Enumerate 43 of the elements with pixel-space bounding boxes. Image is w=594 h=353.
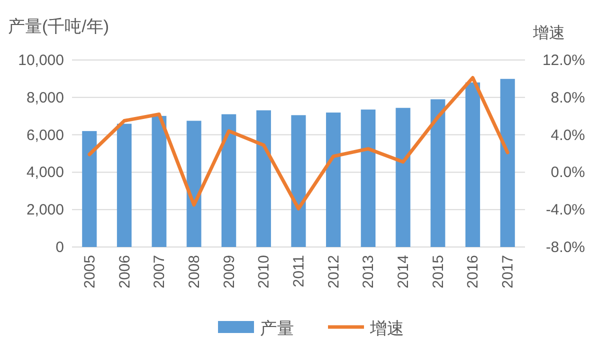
y-tick-label: 2,000 — [26, 202, 64, 219]
y2-tick-label: 8.0% — [550, 89, 585, 106]
bar — [430, 99, 446, 247]
bar — [396, 108, 410, 247]
bar — [465, 82, 480, 247]
y-tick-label: 4,000 — [26, 164, 64, 182]
x-tick-label: 2010 — [256, 255, 273, 288]
y-axis-title: 产量(千吨/年) — [8, 17, 110, 36]
x-tick-label: 2013 — [360, 255, 378, 288]
y-tick-label: 6,000 — [26, 126, 64, 144]
bar — [256, 110, 271, 247]
bar — [500, 78, 515, 247]
bar — [291, 115, 306, 247]
x-tick-label: 2007 — [151, 255, 168, 288]
bar — [82, 131, 97, 247]
y2-tick-label: -4.0% — [546, 202, 585, 219]
x-tick-label: 2006 — [116, 255, 134, 288]
y-tick-label: 0 — [56, 239, 64, 256]
bar — [326, 112, 341, 247]
x-tick-label: 2014 — [395, 255, 412, 288]
y2-axis-title: 增速 — [532, 24, 565, 42]
line-series — [88, 76, 510, 210]
bar — [186, 120, 202, 247]
y-tick-label: 8,000 — [26, 89, 64, 106]
x-tick-label: 2009 — [220, 255, 238, 288]
legend-label: 增速 — [369, 319, 404, 338]
x-tick-label: 2012 — [325, 255, 342, 288]
y2-tick-label: 0.0% — [550, 164, 585, 182]
x-tick-label: 2016 — [464, 255, 482, 288]
y2-tick-label: 12.0% — [542, 52, 585, 69]
x-tick-label: 2011 — [290, 255, 308, 288]
bar — [360, 110, 376, 247]
x-tick-label: 2015 — [430, 255, 447, 288]
x-tick-label: 2017 — [500, 255, 517, 288]
bar — [116, 124, 132, 247]
y2-tick-label: 4.0% — [550, 126, 585, 144]
legend-label: 产量 — [260, 319, 294, 338]
x-tick-label: 2005 — [81, 255, 98, 288]
y-tick-label: 10,000 — [18, 52, 64, 69]
x-tick-label: 2008 — [186, 255, 203, 288]
y2-tick-label: -8.0% — [546, 239, 585, 256]
bar — [152, 116, 166, 247]
bar — [221, 114, 236, 247]
